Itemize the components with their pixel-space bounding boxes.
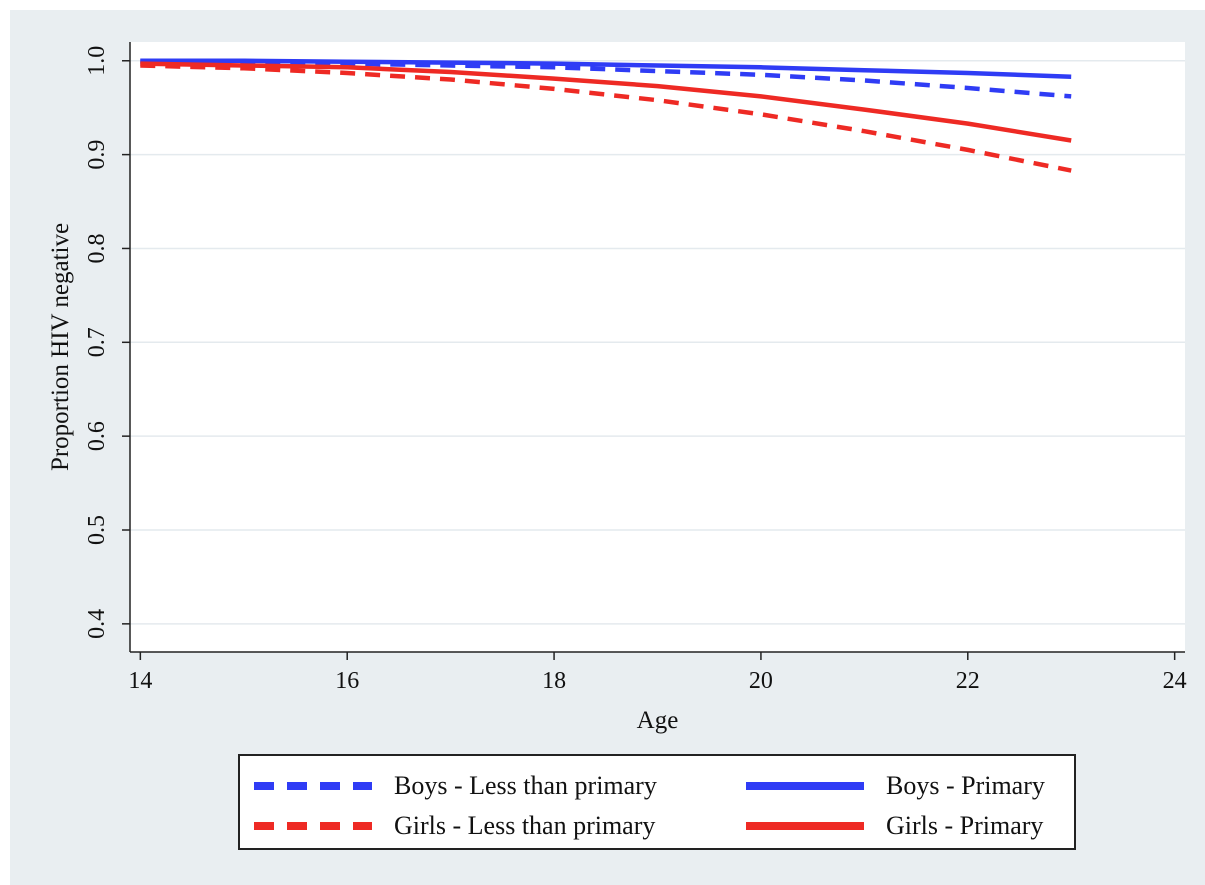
series-line-2 bbox=[140, 58, 1072, 79]
y-tick-label: 0.4 bbox=[84, 609, 110, 639]
y-axis-title: Proportion HIV negative bbox=[47, 223, 74, 471]
legend-item-girls-primary: Girls - Primary bbox=[746, 808, 1043, 844]
x-tick-label: 16 bbox=[335, 668, 359, 694]
series-line-4 bbox=[140, 61, 1072, 143]
plot-area bbox=[130, 42, 1185, 652]
x-tick-label: 24 bbox=[1163, 668, 1187, 694]
legend-label: Girls - Less than primary bbox=[394, 811, 656, 840]
legend-swatch-solid-blue bbox=[746, 782, 864, 790]
legend-swatch-dashed-blue bbox=[254, 782, 372, 790]
y-tick-label: 0.6 bbox=[84, 421, 110, 451]
y-tick-label: 1.0 bbox=[84, 46, 110, 76]
y-tick-label: 0.7 bbox=[84, 327, 110, 357]
legend-item-girls-less-than-primary: Girls - Less than primary bbox=[254, 808, 655, 844]
x-tick-label: 18 bbox=[542, 668, 566, 694]
x-tick-label: 14 bbox=[128, 668, 152, 694]
line-chart: 0.4 0.5 0.6 0.7 0.8 0.9 1.0 14 16 18 20 22 24 Age Prop… bbox=[47, 42, 1187, 734]
legend-item-boys-less-than-primary: Boys - Less than primary bbox=[254, 768, 657, 804]
legend-label: Boys - Less than primary bbox=[394, 771, 657, 800]
legend-label: Boys - Primary bbox=[886, 771, 1045, 800]
series-line-3 bbox=[140, 63, 1072, 173]
legend-swatch-dashed-red bbox=[254, 822, 372, 830]
y-tick-label: 0.5 bbox=[84, 515, 110, 545]
x-axis-title: Age bbox=[637, 707, 679, 734]
legend-label: Girls - Primary bbox=[886, 811, 1044, 840]
chart-legend: Boys - Less than primary Boys - Primary … bbox=[238, 754, 1076, 850]
x-tick-label: 22 bbox=[956, 668, 980, 694]
y-tick-label: 0.9 bbox=[84, 140, 110, 170]
legend-swatch-solid-red bbox=[746, 822, 864, 830]
y-tick-label: 0.8 bbox=[84, 233, 110, 263]
chart-figure: 0.4 0.5 0.6 0.7 0.8 0.9 1.0 14 16 18 20 22 24 Age Prop… bbox=[10, 10, 1205, 885]
legend-item-boys-primary: Boys - Primary bbox=[746, 768, 1045, 804]
x-tick-label: 20 bbox=[749, 668, 773, 694]
